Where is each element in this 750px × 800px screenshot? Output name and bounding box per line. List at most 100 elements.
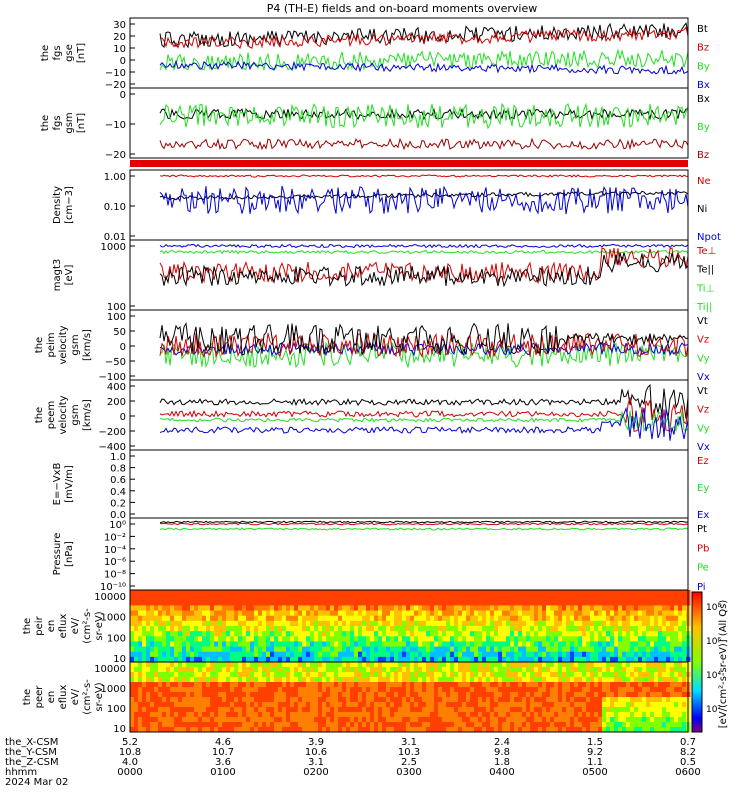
spectrogram-cell xyxy=(682,672,687,678)
spectrogram-cell xyxy=(474,727,479,733)
spectrogram-cell xyxy=(586,590,591,596)
spectrogram-cell xyxy=(490,682,495,688)
spectrogram-cell xyxy=(434,667,439,673)
spectrogram-cell xyxy=(622,672,627,678)
spectrogram-cell xyxy=(214,727,219,733)
spectrogram-cell xyxy=(262,600,267,606)
spectrogram-cell xyxy=(270,646,275,653)
spectrogram-cell xyxy=(346,717,351,723)
spectrogram-cell xyxy=(202,717,207,723)
spectrogram-cell xyxy=(218,707,223,713)
spectrogram-cell xyxy=(426,646,431,653)
spectrogram-cell xyxy=(518,727,523,733)
spectrogram-cell xyxy=(446,702,451,708)
spectrogram-cell xyxy=(554,702,559,708)
spectrogram-cell xyxy=(566,692,571,698)
spectrogram-cell xyxy=(682,651,687,658)
spectrogram-cell xyxy=(466,682,471,688)
spectrogram-cell xyxy=(650,590,655,596)
spectrogram-cell xyxy=(570,697,575,703)
spectrogram-cell xyxy=(606,687,611,693)
spectrogram-cell xyxy=(666,702,671,708)
spectrogram-cell xyxy=(626,702,631,708)
spectrogram-cell xyxy=(154,620,159,627)
spectrogram-cell xyxy=(630,636,635,642)
spectrogram-cell xyxy=(494,717,499,723)
spectrogram-cell xyxy=(618,610,623,617)
spectrogram-cell xyxy=(578,651,583,658)
spectrogram-cell xyxy=(466,667,471,673)
xaxis-value: 1.1 xyxy=(587,757,603,768)
spectrogram-cell xyxy=(250,631,255,637)
spectrogram-cell xyxy=(654,656,659,663)
spectrogram-cell xyxy=(678,595,683,601)
spectrogram-cell xyxy=(198,631,203,637)
spectrogram-cell xyxy=(222,590,227,596)
xaxis-value: 0600 xyxy=(675,767,700,778)
spectrogram-cell xyxy=(678,590,683,596)
spectrogram-cell xyxy=(146,641,151,648)
panel-10-ytick: 1000 xyxy=(101,684,126,695)
spectrogram-cell xyxy=(194,712,199,718)
spectrogram-cell xyxy=(134,636,139,642)
spectrogram-cell xyxy=(590,687,595,693)
spectrogram-cell xyxy=(134,620,139,627)
spectrogram-cell xyxy=(370,615,375,622)
spectrogram-cell xyxy=(406,600,411,606)
spectrogram-cell xyxy=(290,595,295,601)
spectrogram-cell xyxy=(414,722,419,728)
spectrogram-cell xyxy=(462,722,467,728)
spectrogram-cell xyxy=(138,727,143,733)
spectrogram-cell xyxy=(190,636,195,642)
spectrogram-cell xyxy=(570,610,575,617)
spectrogram-cell xyxy=(398,620,403,627)
spectrogram-cell xyxy=(578,697,583,703)
spectrogram-cell xyxy=(630,677,635,683)
spectrogram-cell xyxy=(638,610,643,617)
spectrogram-cell xyxy=(242,712,247,718)
spectrogram-cell xyxy=(374,605,379,612)
spectrogram-cell xyxy=(270,717,275,723)
spectrogram-cell xyxy=(282,692,287,698)
spectrogram-cell xyxy=(650,636,655,642)
spectrogram-cell xyxy=(626,692,631,698)
spectrogram-cell xyxy=(306,595,311,601)
spectrogram-cell xyxy=(386,697,391,703)
spectrogram-cell xyxy=(522,692,527,698)
spectrogram-cell xyxy=(170,692,175,698)
spectrogram-cell xyxy=(170,667,175,673)
spectrogram-cell xyxy=(218,672,223,678)
spectrogram-cell xyxy=(450,595,455,601)
spectrogram-cell xyxy=(294,667,299,673)
spectrogram-cell xyxy=(666,626,671,632)
panel-7-ytick: 0.4 xyxy=(110,487,126,498)
spectrogram-cell xyxy=(422,722,427,728)
spectrogram-cell xyxy=(242,722,247,728)
spectrogram-cell xyxy=(350,590,355,596)
spectrogram-cell xyxy=(354,615,359,622)
spectrogram-cell xyxy=(358,672,363,678)
spectrogram-cell xyxy=(602,626,607,632)
spectrogram-cell xyxy=(242,677,247,683)
spectrogram-cell xyxy=(330,605,335,612)
spectrogram-cell xyxy=(630,712,635,718)
spectrogram-cell xyxy=(386,722,391,728)
spectrogram-cell xyxy=(150,610,155,617)
spectrogram-cell xyxy=(390,677,395,683)
spectrogram-cell xyxy=(570,595,575,601)
spectrogram-cell xyxy=(634,641,639,648)
spectrogram-cell xyxy=(374,662,379,668)
spectrogram-cell xyxy=(370,722,375,728)
spectrogram-cell xyxy=(130,631,135,637)
spectrogram-cell xyxy=(598,717,603,723)
spectrogram-cell xyxy=(462,727,467,733)
plot-title: P4 (TH-E) fields and on-board moments ov… xyxy=(267,2,538,15)
spectrogram-cell xyxy=(570,620,575,627)
spectrogram-cell xyxy=(470,641,475,648)
spectrogram-cell xyxy=(466,620,471,627)
spectrogram-cell xyxy=(670,672,675,678)
spectrogram-cell xyxy=(358,692,363,698)
legend-Ni: Ni xyxy=(697,204,707,215)
spectrogram-cell xyxy=(154,712,159,718)
spectrogram-cell xyxy=(198,651,203,658)
